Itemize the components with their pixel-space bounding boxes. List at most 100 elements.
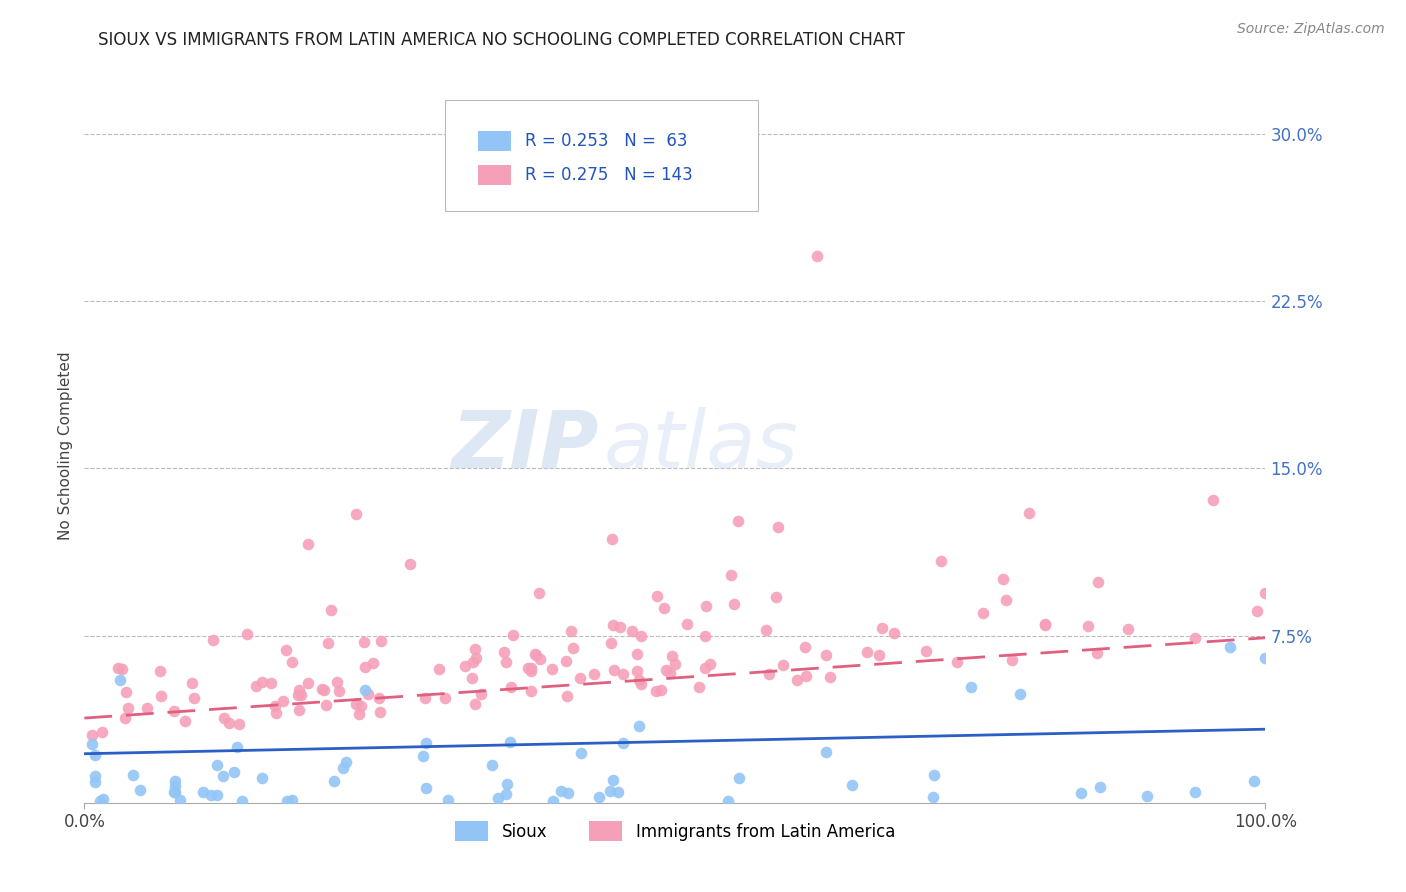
Point (946, 655, 969, 669)
Point (91, 724, 114, 739)
Text: atlas: atlas (605, 407, 799, 485)
Point (588, 789, 610, 804)
Point (354, 660, 377, 674)
Point (1116, 623, 1139, 637)
Point (1033, 618, 1056, 632)
Point (129, 783, 152, 797)
Point (755, 623, 778, 637)
Point (207, 758, 229, 772)
Point (321, 602, 343, 616)
Point (1202, 493, 1225, 508)
Point (620, 624, 643, 638)
Point (972, 606, 994, 620)
Point (250, 772, 273, 786)
Point (465, 651, 488, 665)
Point (107, 660, 129, 674)
Point (470, 687, 492, 701)
Point (361, 657, 384, 671)
Point (602, 663, 624, 677)
Point (114, 711, 136, 725)
Point (314, 683, 336, 698)
Point (236, 626, 259, 640)
Point (353, 634, 375, 648)
Point (200, 788, 222, 802)
Point (180, 676, 202, 690)
Point (991, 573, 1014, 587)
Point (464, 642, 486, 657)
Point (541, 662, 564, 676)
Point (218, 716, 240, 731)
Point (723, 598, 745, 612)
Point (527, 586, 550, 600)
Point (80, 737, 103, 751)
Point (281, 655, 304, 669)
Point (80, 728, 103, 742)
Point (434, 691, 457, 706)
Point (1136, 789, 1159, 804)
Bar (478, 165, 510, 185)
Point (994, 593, 1017, 607)
Point (794, 640, 817, 655)
Point (699, 657, 721, 671)
Point (768, 520, 790, 534)
Point (806, 249, 828, 264)
Point (543, 794, 565, 808)
Point (149, 689, 172, 703)
Point (568, 672, 591, 686)
Point (288, 703, 311, 717)
Point (399, 558, 422, 572)
Point (481, 758, 503, 772)
Point (328, 684, 350, 698)
Point (436, 792, 458, 806)
Point (495, 656, 517, 670)
Point (922, 768, 945, 782)
Point (367, 690, 389, 705)
Point (115, 685, 138, 699)
Point (626, 647, 648, 661)
Point (607, 785, 630, 799)
Point (675, 617, 697, 632)
Point (287, 688, 309, 702)
Point (569, 746, 592, 760)
Point (353, 683, 375, 698)
Point (786, 673, 808, 688)
Point (758, 666, 780, 681)
Point (599, 635, 621, 649)
Point (496, 776, 519, 790)
Point (600, 532, 623, 546)
Point (122, 768, 145, 782)
Point (1033, 617, 1056, 632)
Point (1087, 575, 1109, 590)
Point (516, 661, 538, 675)
Point (463, 655, 485, 669)
Point (612, 667, 634, 681)
Point (84, 775, 107, 789)
Point (1246, 604, 1268, 618)
Point (297, 675, 319, 690)
Point (136, 701, 159, 715)
Point (274, 643, 297, 657)
Point (495, 787, 517, 801)
Point (661, 648, 683, 663)
Point (183, 691, 205, 706)
Point (499, 680, 522, 694)
Point (557, 786, 579, 800)
Legend: Sioux, Immigrants from Latin America: Sioux, Immigrants from Latin America (449, 814, 901, 848)
Point (612, 736, 634, 750)
Point (89, 794, 111, 808)
Point (325, 675, 347, 690)
Point (626, 664, 648, 678)
Point (492, 645, 515, 659)
Point (460, 671, 482, 685)
Point (560, 624, 582, 638)
Point (231, 794, 253, 808)
Point (599, 784, 621, 798)
Point (91, 791, 114, 805)
Point (165, 773, 187, 788)
Point (1243, 773, 1265, 788)
Point (1219, 640, 1241, 654)
Point (288, 683, 311, 698)
Point (1184, 785, 1206, 799)
Text: Source: ZipAtlas.com: Source: ZipAtlas.com (1237, 22, 1385, 37)
Point (250, 674, 273, 689)
